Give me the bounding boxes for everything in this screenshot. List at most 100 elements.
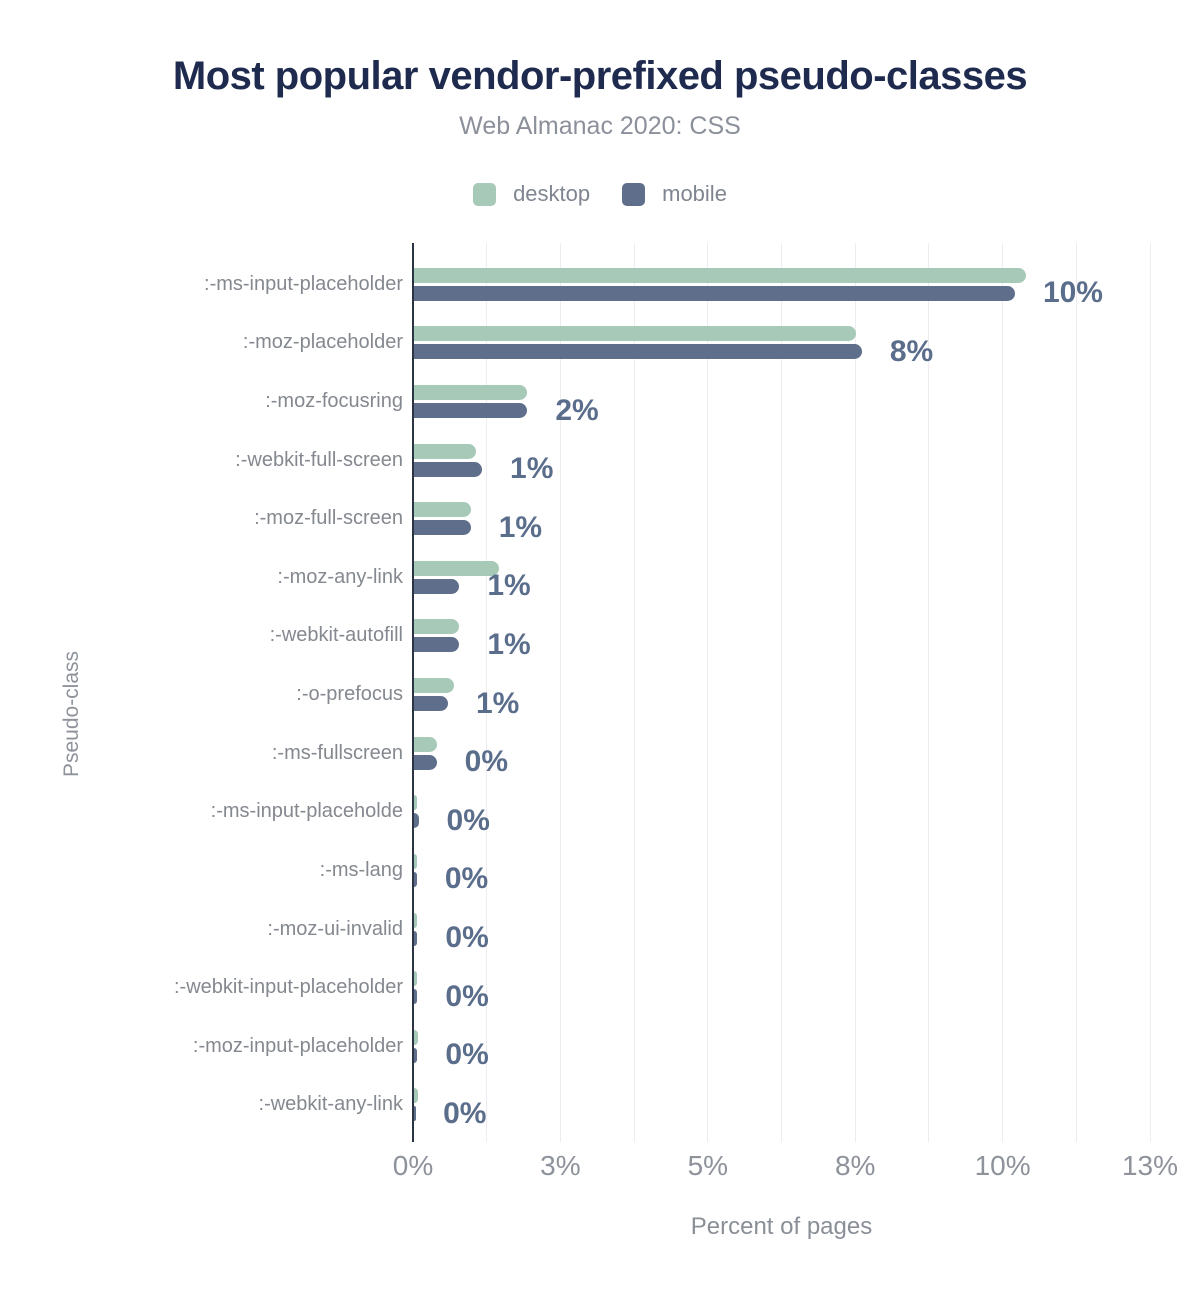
bar-row: 0%: [414, 1017, 1150, 1076]
x-tick-label: 8%: [834, 1150, 876, 1181]
x-tick-label: 3%: [540, 1150, 581, 1181]
bar-value-label: 0%: [445, 921, 489, 954]
desktop-bar: [414, 267, 1027, 283]
bar-row: 1%: [414, 489, 1150, 548]
bar-value-label: 1%: [476, 686, 520, 720]
gridline: [928, 243, 930, 1142]
bar-value-label: 0%: [445, 979, 489, 1013]
category-label: :-webkit-full-screen: [235, 448, 403, 471]
desktop-bar: [414, 619, 460, 635]
category-label: :-webkit-any-link: [258, 1093, 403, 1116]
legend-label-mobile: mobile: [662, 181, 727, 206]
bar-value-label: 8%: [889, 334, 934, 368]
bar-value-label: 1%: [510, 452, 554, 486]
mobile-swatch-icon: [622, 182, 646, 206]
mobile-bar: [414, 403, 528, 419]
x-tick-label: 10%: [974, 1150, 1031, 1181]
category-label: :-webkit-input-placeholder: [173, 976, 403, 999]
category-label: :-moz-any-link: [277, 565, 403, 588]
bar-row: 1%: [414, 607, 1150, 666]
desktop-bar: [414, 795, 418, 811]
category-label: :-moz-placeholder: [242, 331, 403, 354]
plot-area: 10% 8% 2% 1% 1% 1% 1% 1% 0% 0% 0% 0% 0% 0% 0%: [412, 243, 1151, 1142]
desktop-bar: [414, 443, 477, 459]
category-label: :-moz-focusring: [265, 390, 403, 413]
x-tick-label: 5%: [687, 1150, 729, 1181]
category-labels: :-ms-input-placeholder :-moz-placeholder:…: [0, 255, 403, 1134]
bar-value-label: 0%: [445, 1038, 489, 1072]
desktop-bar: [414, 736, 437, 752]
mobile-bar: [414, 1047, 418, 1063]
category-label: :-ms-input-placeholde: [210, 800, 403, 823]
bar-row: 0%: [414, 1076, 1150, 1135]
x-axis-ticks: 0% 3% 5% 8% 10% 13%: [393, 1150, 1178, 1182]
desktop-bar: [414, 1029, 418, 1045]
x-tick-label: 13%: [1121, 1150, 1179, 1181]
desktop-bar: [414, 853, 417, 869]
mobile-bar: [414, 813, 419, 829]
mobile-bar: [414, 285, 1015, 301]
legend-label-desktop: desktop: [513, 181, 591, 206]
bar-value-label: 0%: [443, 1096, 487, 1130]
bar-value-label: 1%: [498, 510, 543, 544]
desktop-bar: [414, 971, 418, 987]
y-axis-line: [412, 243, 414, 1142]
bar-value-label: 1%: [487, 627, 531, 661]
chart-title: Most popular vendor-prefixed pseudo-clas…: [172, 54, 1028, 98]
bar-row: 10%: [414, 255, 1150, 314]
mobile-bar: [414, 578, 460, 594]
desktop-bar: [414, 502, 471, 518]
bar-value-label: 10%: [1042, 276, 1103, 310]
legend: desktop mobile: [0, 181, 1200, 207]
category-label: :-webkit-autofill: [269, 624, 403, 647]
category-label: :-moz-ui-invalid: [267, 917, 403, 940]
bar-row: 0%: [414, 724, 1150, 783]
chart-subtitle: Web Almanac 2020: CSS: [459, 112, 741, 140]
bar-row: 0%: [414, 782, 1150, 841]
bar-rows: 10% 8% 2% 1% 1% 1% 1% 1% 0% 0% 0% 0% 0% 0% 0%: [414, 255, 1150, 1134]
gridline: [633, 243, 635, 1142]
gridline: [854, 243, 856, 1142]
category-label: :-ms-lang: [319, 858, 403, 881]
mobile-bar: [414, 989, 418, 1005]
mobile-bar: [414, 461, 483, 477]
bar-row: 0%: [414, 841, 1150, 900]
bar-row: 0%: [414, 900, 1150, 959]
category-label: :-moz-full-screen: [254, 507, 403, 530]
bar-value-label: 1%: [487, 569, 531, 603]
bar-row: 1%: [414, 665, 1150, 724]
category-label: :-o-prefocus: [296, 683, 403, 706]
x-tick-label: 0%: [392, 1150, 434, 1181]
x-axis-title: Percent of pages: [690, 1213, 873, 1240]
gridline: [486, 243, 488, 1142]
bar-value-label: 0%: [444, 862, 489, 896]
gridline: [707, 243, 709, 1142]
desktop-bar: [414, 1088, 418, 1104]
category-label: :-moz-input-placeholder: [192, 1034, 403, 1057]
gridline: [1075, 243, 1077, 1142]
mobile-bar: [414, 696, 448, 712]
legend-item-desktop: desktop: [473, 181, 590, 207]
legend-item-mobile: mobile: [622, 181, 727, 207]
desktop-bar: [414, 678, 454, 694]
bar-row: 2%: [414, 372, 1150, 431]
mobile-bar: [414, 520, 471, 536]
mobile-bar: [414, 637, 460, 653]
mobile-bar: [414, 754, 437, 770]
desktop-bar: [414, 560, 500, 576]
mobile-bar: [414, 344, 862, 360]
category-label: :-ms-input-placeholder: [204, 272, 403, 295]
mobile-bar: [414, 1106, 416, 1122]
bar-value-label: 0%: [446, 803, 490, 837]
bar-value-label: 2%: [555, 393, 599, 427]
desktop-swatch-icon: [473, 182, 497, 206]
bar-row: 0%: [414, 958, 1150, 1017]
desktop-bar: [414, 385, 528, 401]
bar-row: 1%: [414, 548, 1150, 607]
gridline: [781, 243, 782, 1142]
bar-row: 1%: [414, 431, 1150, 490]
bar-value-label: 0%: [464, 745, 509, 779]
category-label: :-ms-fullscreen: [271, 741, 403, 764]
mobile-bar: [414, 871, 417, 887]
